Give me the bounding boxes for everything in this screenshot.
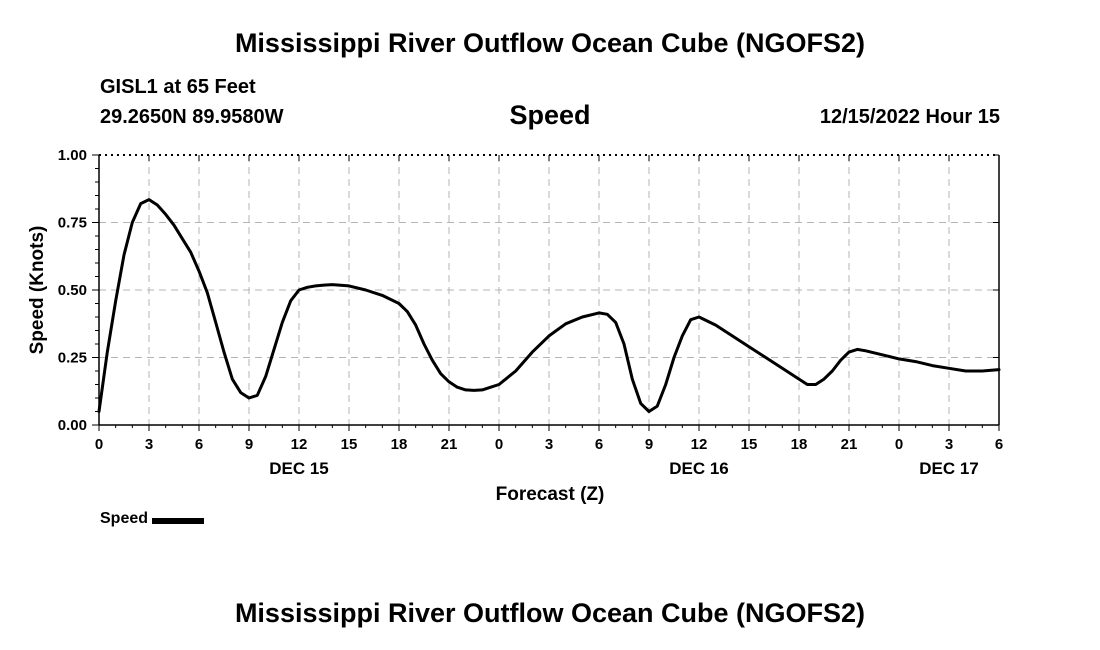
axes-layer	[92, 154, 1000, 431]
legend-swatch	[152, 517, 205, 524]
labels-layer: 0 3 6 9 12 15 18 21 0 3 6 9 12 15 18 21 0 3 6 0.00 0.25 0.50 0…	[27, 147, 1003, 505]
station-name: GISL1 at 65 Feet	[100, 76, 256, 98]
x-tick-label: 0	[495, 436, 503, 453]
y-tick-label: 0.75	[58, 215, 87, 232]
y-tick-label: 0.25	[58, 350, 87, 367]
x-tick-label: 6	[195, 436, 203, 453]
x-tick-label: 18	[791, 436, 808, 453]
station-coordinates: 29.2650N 89.9580W	[100, 106, 284, 128]
y-tick-label: 0.50	[58, 282, 87, 299]
x-axis-label: Forecast (Z)	[496, 484, 605, 505]
series-line-speed	[97, 198, 1001, 413]
x-tick-label: 3	[945, 436, 953, 453]
chart-bottom-title: Mississippi River Outflow Ocean Cube (NG…	[234, 598, 866, 628]
x-tick-label: 0	[95, 436, 103, 453]
x-tick-label: 15	[741, 436, 758, 453]
x-tick-label: 9	[645, 436, 653, 453]
x-tick-label: 3	[145, 436, 153, 453]
run-time: 12/15/2022 Hour 15	[819, 106, 1000, 128]
x-tick-label: 6	[995, 436, 1003, 453]
x-tick-label: 21	[441, 436, 458, 453]
y-tick-label: 0.00	[58, 417, 87, 434]
y-axis-label: Speed (Knots)	[27, 226, 48, 355]
x-tick-label: 6	[595, 436, 603, 453]
x-tick-label: 12	[691, 436, 708, 453]
grid-layer	[99, 155, 999, 425]
x-tick-label: 18	[391, 436, 408, 453]
x-tick-label: 21	[841, 436, 858, 453]
date-label: DEC 17	[919, 459, 979, 478]
x-tick-label: 0	[895, 436, 903, 453]
x-tick-label: 3	[545, 436, 553, 453]
x-tick-label: 15	[341, 436, 358, 453]
legend: Speed	[100, 510, 205, 528]
date-label: DEC 16	[669, 459, 729, 478]
chart-main-title: Mississippi River Outflow Ocean Cube (NG…	[234, 28, 866, 58]
x-tick-label: 9	[245, 436, 253, 453]
date-label: DEC 15	[269, 459, 329, 478]
y-tick-label: 1.00	[58, 147, 87, 164]
x-tick-label: 12	[291, 436, 308, 453]
variable-title: Speed	[509, 100, 591, 130]
legend-label: Speed	[100, 510, 149, 527]
series-layer	[97, 198, 1001, 413]
